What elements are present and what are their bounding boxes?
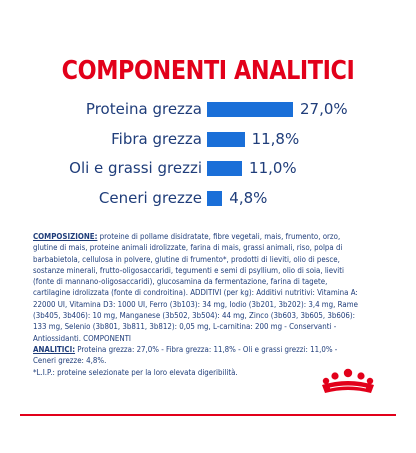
value-bar xyxy=(207,190,223,206)
category-label: Ceneri grezze xyxy=(98,188,202,207)
category-label: Oli e grassi grezzi xyxy=(69,159,202,177)
crown-logo xyxy=(322,368,374,393)
value-label: 11,0% xyxy=(249,159,297,177)
value-label: 4,8% xyxy=(229,188,268,207)
value-label: 11,8% xyxy=(251,129,300,148)
value-bar xyxy=(207,161,243,176)
chart-row: Oli e grassi grezzi 11,0% xyxy=(0,157,416,179)
chart-row: Ceneri grezze 4,8% xyxy=(0,187,416,209)
composition-heading: COMPOSIZIONE: xyxy=(33,232,98,241)
composition-text: COMPOSIZIONE: proteine di pollame disidr… xyxy=(33,231,359,378)
category-label: Fibra grezza xyxy=(111,129,202,148)
value-label: 27,0% xyxy=(300,100,348,118)
footnote: *L.I.P.: proteine selezionate per la lor… xyxy=(33,367,238,377)
footer-rule xyxy=(20,414,396,416)
page-title: COMPONENTI ANALITICI xyxy=(61,56,355,86)
category-label: Proteina grezza xyxy=(85,100,202,118)
chart-row: Fibra grezza 11,8% xyxy=(0,128,416,150)
chart-row: Proteina grezza 27,0% xyxy=(0,98,416,120)
nutrient-bar-chart: Proteina grezza 27,0% Fibra grezza 11,8% Oli… xyxy=(0,98,416,228)
analytical-body: Proteina grezza: 27,0% - Fibra grezza: 1… xyxy=(33,344,338,366)
analytical-heading: ANALITICI: xyxy=(33,344,76,354)
composition-body: proteine di pollame disidratate, fibre v… xyxy=(33,232,358,343)
value-bar xyxy=(207,102,293,117)
value-bar xyxy=(207,131,245,147)
